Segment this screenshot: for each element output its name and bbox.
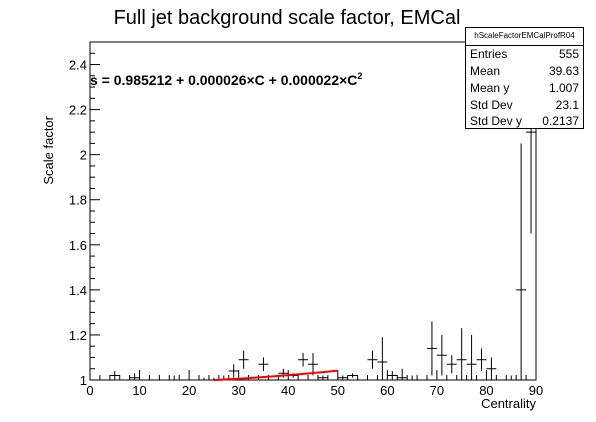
data-point (130, 373, 140, 380)
data-point (169, 375, 179, 380)
x-axis-label: Centrality (481, 396, 536, 411)
x-tick-label: 40 (281, 383, 295, 398)
y-tick-label: 1.4 (69, 283, 87, 298)
data-point (110, 371, 120, 380)
stats-value: 1.007 (549, 79, 579, 97)
chart-title: Full jet background scale factor, EMCal (114, 7, 461, 29)
y-tick-label: 2 (80, 148, 87, 163)
y-tick-label: 1.2 (69, 328, 87, 343)
data-point (437, 335, 447, 376)
stats-title: hScaleFactorEMCalProfR04 (466, 28, 583, 46)
stats-value: 555 (559, 45, 579, 63)
data-point (239, 351, 249, 369)
x-tick-label: 50 (331, 383, 345, 398)
data-point (258, 357, 268, 371)
x-tick-label: 30 (231, 383, 245, 398)
y-tick-label: 1.6 (69, 238, 87, 253)
x-tick-label: 20 (182, 383, 196, 398)
fit-label: s = 0.985212 + 0.000026×C + 0.000022×C2 (90, 71, 362, 88)
data-point (298, 353, 308, 367)
y-axis: 11.21.41.61.822.22.4 (69, 42, 100, 388)
data-point (457, 328, 467, 380)
data-point (447, 355, 457, 373)
x-tick-label: 60 (380, 383, 394, 398)
x-axis: 0 10 20 30 40 50 60 70 80 90 (86, 370, 543, 398)
stats-label: Mean y (470, 79, 509, 97)
stats-label: Std Dev y (470, 112, 522, 130)
x-tick-label: 10 (132, 383, 146, 398)
fit-label-exponent: 2 (357, 71, 362, 81)
y-tick-label: 2.4 (69, 58, 87, 73)
data-point (516, 143, 526, 380)
data-point (387, 371, 397, 380)
data-point (368, 351, 378, 369)
data-point (486, 357, 496, 380)
data-point (427, 321, 437, 375)
y-tick-label: 2.2 (69, 103, 87, 118)
data-point (318, 375, 328, 380)
stats-row-entries: Entries 555 (470, 45, 579, 63)
stats-box: hScaleFactorEMCalProfR04 Entries 555 Mea… (465, 27, 584, 129)
stats-row-mean: Mean 39.63 (470, 62, 579, 80)
data-point (407, 375, 417, 380)
x-tick-label: 0 (86, 383, 93, 398)
stats-value: 0.2137 (542, 112, 579, 130)
data-point (506, 375, 516, 380)
fit-label-text: s = 0.985212 + 0.000026×C + 0.000022×C (90, 72, 357, 88)
data-point (477, 348, 487, 371)
stats-value: 39.63 (549, 62, 579, 80)
data-point (348, 373, 358, 378)
data-point (199, 378, 209, 380)
data-point (229, 364, 239, 378)
stats-row-mean-y: Mean y 1.007 (470, 79, 579, 97)
data-point (338, 375, 348, 380)
data-point (377, 337, 387, 380)
stats-label: Entries (470, 45, 507, 63)
data-point (467, 335, 477, 380)
stats-label: Mean (470, 62, 500, 80)
y-tick-label: 1.8 (69, 193, 87, 208)
x-tick-label: 70 (430, 383, 444, 398)
fit-curve (214, 371, 338, 380)
stats-row-std-dev-y: Std Dev y 0.2137 (470, 112, 579, 130)
y-axis-label: Scale factor (41, 115, 56, 184)
data-point (397, 369, 407, 380)
